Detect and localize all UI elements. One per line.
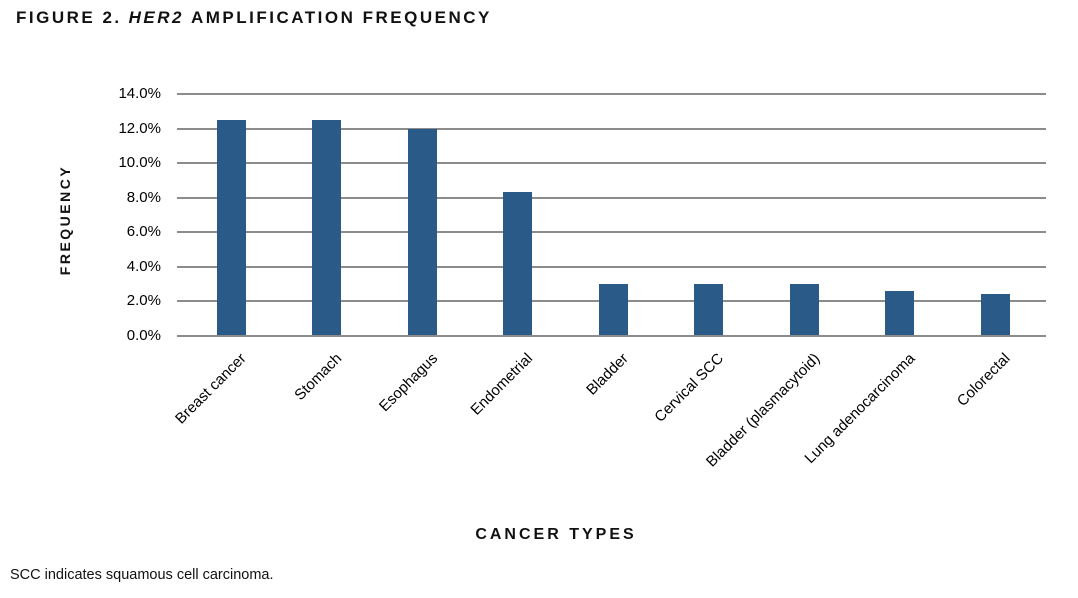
footnote: SCC indicates squamous cell carcinoma. (10, 567, 274, 583)
gridline (177, 266, 1046, 268)
figure-title-rest: AMPLIFICATION FREQUENCY (190, 8, 492, 27)
bar (312, 120, 341, 336)
bar (885, 291, 914, 336)
x-category-label: Breast cancer (172, 350, 251, 428)
x-category-label: Bladder (583, 350, 633, 399)
gridline (177, 197, 1046, 199)
bar (790, 284, 819, 336)
y-tick-label: 12.0% (118, 120, 161, 137)
x-axis-line (177, 335, 1046, 337)
bar (217, 120, 246, 336)
gridline (177, 93, 1046, 95)
x-category-label: Stomach (291, 350, 346, 404)
x-category-label: Lung adenocarcinoma (801, 350, 919, 467)
bar (408, 129, 437, 336)
bar (503, 192, 532, 336)
figure-title-gene: HER2 (128, 8, 184, 27)
gridline (177, 162, 1046, 164)
y-tick-label: 2.0% (126, 292, 161, 309)
x-category-label: Esophagus (375, 350, 442, 416)
bar (599, 284, 628, 336)
y-tick-label: 8.0% (126, 189, 161, 206)
x-axis-title: CANCER TYPES (475, 526, 637, 543)
y-tick-label: 6.0% (126, 223, 161, 240)
y-tick-label: 0.0% (126, 327, 161, 344)
bar (694, 284, 723, 336)
y-tick-label: 14.0% (118, 85, 161, 102)
x-category-label: Colorectal (954, 350, 1015, 410)
bar (981, 294, 1010, 336)
x-category-label: Cervical SCC (651, 350, 728, 426)
gridline (177, 231, 1046, 233)
gridline (177, 128, 1046, 130)
figure-title: FIGURE 2. HER2 AMPLIFICATION FREQUENCY (16, 8, 492, 28)
figure-title-prefix: FIGURE 2. (16, 8, 122, 27)
y-tick-label: 10.0% (118, 154, 161, 171)
y-tick-label: 4.0% (126, 258, 161, 275)
x-category-label: Endometrial (467, 350, 537, 419)
